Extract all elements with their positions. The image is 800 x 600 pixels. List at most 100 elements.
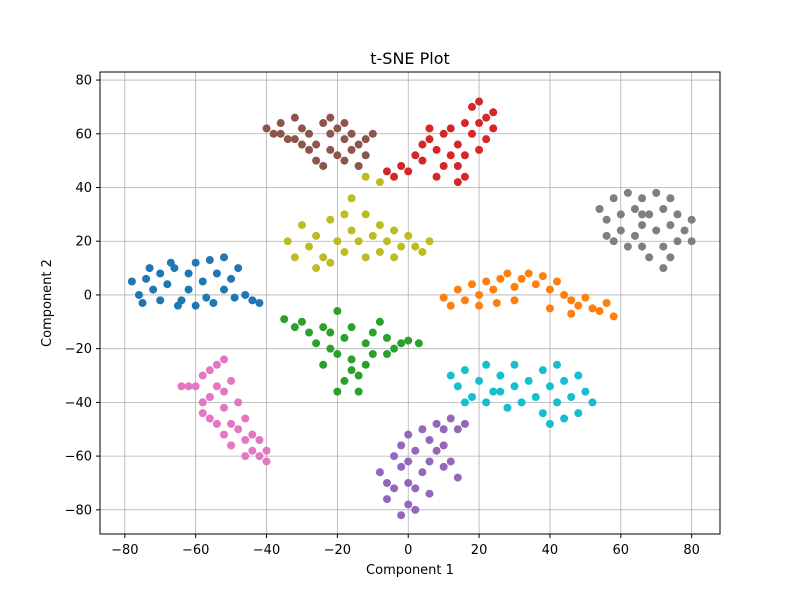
data-point bbox=[347, 194, 356, 203]
data-point bbox=[524, 269, 533, 278]
data-point bbox=[453, 285, 462, 294]
data-point bbox=[382, 167, 391, 176]
data-point bbox=[538, 272, 547, 281]
x-tick-label: −40 bbox=[253, 543, 280, 558]
data-point bbox=[666, 221, 675, 230]
data-point bbox=[595, 307, 604, 316]
data-point bbox=[630, 204, 639, 213]
x-tick-label: −80 bbox=[111, 543, 138, 558]
data-point bbox=[305, 129, 314, 138]
data-point bbox=[411, 242, 420, 251]
x-tick-label: 0 bbox=[404, 543, 412, 558]
data-point bbox=[290, 323, 299, 332]
data-point bbox=[397, 339, 406, 348]
data-point bbox=[375, 468, 384, 477]
data-point bbox=[446, 151, 455, 160]
data-point bbox=[404, 231, 413, 240]
data-point bbox=[638, 221, 647, 230]
y-tick-label: 40 bbox=[75, 181, 92, 196]
data-point bbox=[319, 119, 328, 128]
data-point bbox=[361, 360, 370, 369]
data-point bbox=[616, 226, 625, 235]
y-tick-label: 20 bbox=[75, 235, 92, 250]
x-axis-label: Component 1 bbox=[366, 563, 454, 578]
data-point bbox=[198, 409, 207, 418]
cluster-5 bbox=[262, 113, 377, 171]
data-point bbox=[482, 113, 491, 122]
data-point bbox=[468, 393, 476, 402]
data-point bbox=[404, 430, 413, 439]
data-point bbox=[191, 382, 200, 391]
data-point bbox=[390, 172, 399, 181]
x-tick-label: 20 bbox=[471, 543, 488, 558]
data-point bbox=[588, 398, 597, 407]
data-point bbox=[354, 140, 363, 149]
y-axis-label: Component 2 bbox=[40, 259, 55, 347]
data-point bbox=[418, 140, 427, 149]
data-point bbox=[326, 344, 335, 353]
chart-title: t-SNE Plot bbox=[370, 49, 450, 68]
data-point bbox=[503, 269, 512, 278]
x-tick-label: 40 bbox=[542, 543, 559, 558]
data-point bbox=[361, 151, 370, 160]
data-point bbox=[623, 188, 632, 197]
data-point bbox=[319, 360, 328, 369]
data-point bbox=[212, 269, 221, 278]
data-point bbox=[347, 226, 356, 235]
data-point bbox=[687, 215, 696, 224]
data-point bbox=[489, 124, 498, 133]
data-point bbox=[545, 285, 554, 294]
data-point bbox=[673, 237, 682, 246]
data-point bbox=[198, 371, 207, 380]
data-point bbox=[404, 478, 413, 487]
data-point bbox=[397, 162, 406, 171]
y-tick-label: −60 bbox=[65, 450, 92, 465]
data-point bbox=[262, 124, 271, 133]
data-point bbox=[149, 285, 158, 294]
cluster-8 bbox=[283, 172, 434, 273]
data-point bbox=[581, 387, 590, 396]
data-point bbox=[368, 350, 377, 359]
data-point bbox=[638, 194, 647, 203]
data-point bbox=[375, 247, 384, 256]
data-point bbox=[166, 258, 175, 267]
data-point bbox=[496, 371, 505, 380]
data-point bbox=[404, 336, 413, 345]
data-point bbox=[209, 299, 218, 307]
data-point bbox=[305, 145, 314, 154]
data-point bbox=[602, 299, 611, 307]
data-point bbox=[553, 277, 562, 286]
data-point bbox=[227, 419, 236, 428]
data-point bbox=[255, 299, 264, 307]
data-point bbox=[333, 237, 342, 246]
data-point bbox=[560, 376, 569, 385]
data-point bbox=[588, 304, 597, 313]
data-point bbox=[453, 140, 462, 149]
points-layer bbox=[127, 97, 696, 520]
data-point bbox=[255, 452, 264, 461]
data-point bbox=[652, 188, 661, 197]
cluster-3 bbox=[382, 97, 498, 187]
data-point bbox=[305, 328, 314, 337]
data-point bbox=[191, 301, 200, 310]
data-point bbox=[276, 119, 285, 128]
data-point bbox=[567, 393, 576, 402]
data-point bbox=[489, 387, 498, 396]
data-point bbox=[347, 323, 356, 332]
data-point bbox=[492, 299, 501, 307]
y-tick-label: −80 bbox=[65, 503, 92, 518]
cluster-9 bbox=[446, 360, 597, 428]
data-point bbox=[269, 129, 278, 138]
data-point bbox=[432, 172, 441, 181]
data-point bbox=[425, 135, 434, 144]
data-point bbox=[340, 135, 349, 144]
data-point bbox=[276, 129, 285, 138]
data-point bbox=[446, 124, 455, 133]
data-point bbox=[432, 419, 441, 428]
data-point bbox=[538, 409, 547, 418]
data-point bbox=[326, 129, 335, 138]
data-point bbox=[439, 162, 448, 171]
data-point bbox=[581, 293, 590, 302]
data-point bbox=[361, 253, 370, 262]
data-point bbox=[354, 371, 363, 380]
